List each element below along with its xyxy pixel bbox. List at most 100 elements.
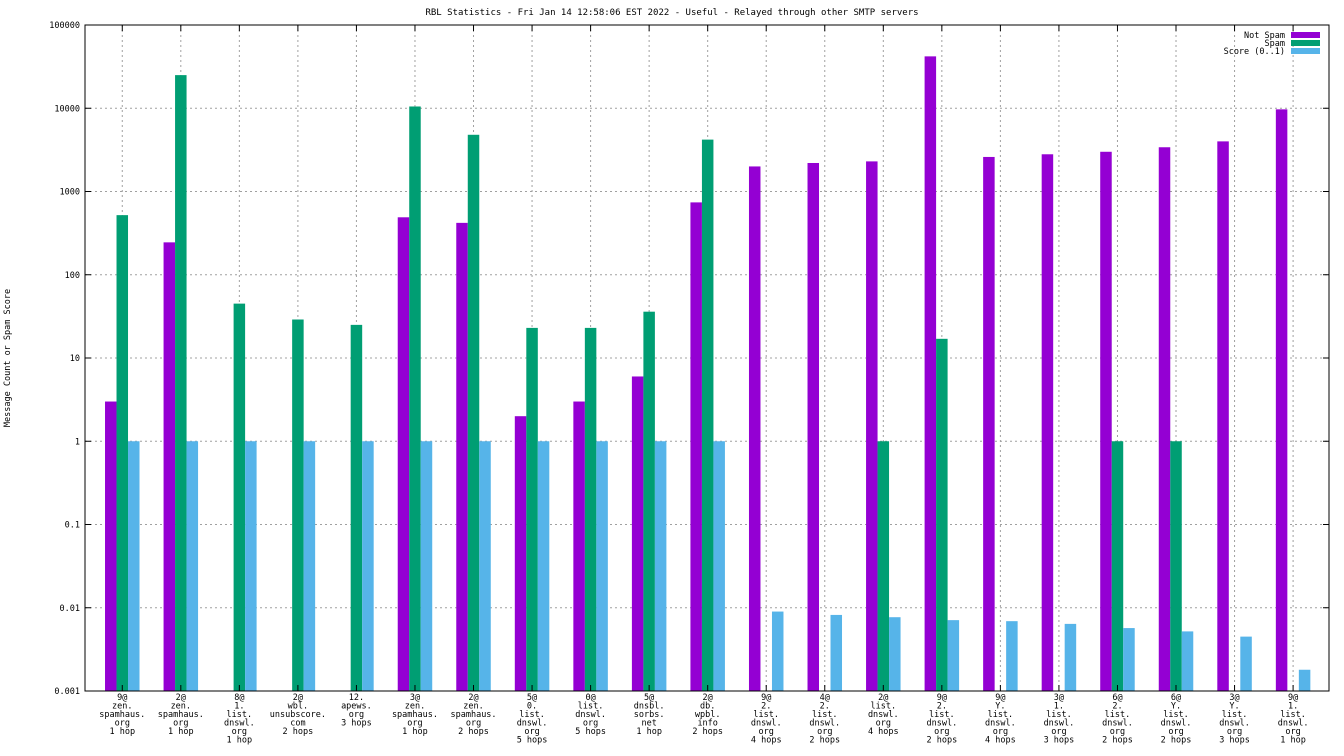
bar-spam xyxy=(584,327,597,691)
x-category-line: list. xyxy=(812,710,838,720)
x-category-line: db. xyxy=(700,702,715,712)
x-category-line: 9@ xyxy=(1288,693,1298,703)
x-category-line: zen. xyxy=(112,702,132,712)
bar-score-0-1 xyxy=(537,441,550,691)
bar-score-0-1 xyxy=(245,441,257,691)
x-category-line: Y. xyxy=(995,702,1005,712)
bar-score-0-1 xyxy=(1298,669,1311,691)
x-category-label: 3@ zen. spamhaus. org 1 hop xyxy=(392,693,438,737)
x-category-line: 1 hop xyxy=(168,727,194,737)
x-category-line: dnswl. xyxy=(985,719,1016,729)
bar-spam xyxy=(175,75,187,692)
bar-score-0-1 xyxy=(1181,631,1194,691)
x-category-line: 3@ xyxy=(410,693,420,703)
x-category-line: 1 hop xyxy=(402,727,428,737)
legend-label: Score (0..1) xyxy=(1224,47,1285,57)
bar-not-spam xyxy=(1041,154,1054,691)
x-category-line: 4 hops xyxy=(868,727,899,737)
legend-swatch xyxy=(1291,32,1320,38)
x-category-line: 9@ xyxy=(937,693,947,703)
bar-spam xyxy=(936,338,948,691)
x-category-line: 2@ xyxy=(176,693,186,703)
x-category-line: 3@ xyxy=(1229,693,1239,703)
bar-not-spam xyxy=(514,416,527,691)
x-category-line: dnswl. xyxy=(751,719,782,729)
bar-score-0-1 xyxy=(771,611,784,691)
x-category-line: org xyxy=(115,719,130,729)
bar-spam xyxy=(1111,441,1124,691)
x-category-line: list. xyxy=(988,710,1014,720)
bar-not-spam xyxy=(163,242,176,691)
x-category-line: 2 hops xyxy=(283,727,314,737)
x-category-line: 2. xyxy=(1112,702,1122,712)
bar-not-spam xyxy=(1275,109,1288,691)
bar-spam xyxy=(526,327,538,691)
bar-not-spam xyxy=(1217,141,1229,691)
x-category-line: 1. xyxy=(234,702,244,712)
bar-score-0-1 xyxy=(1064,623,1077,691)
x-category-line: 6@ xyxy=(1112,693,1122,703)
x-category-line: 6@ xyxy=(1171,693,1181,703)
x-category-line: 1. xyxy=(1288,702,1298,712)
x-category-label: 6@ Y. list. dnswl. org 2 hops xyxy=(1161,693,1192,746)
bar-spam xyxy=(292,319,304,691)
x-category-line: dnswl. xyxy=(1278,719,1309,729)
x-category-line: 5 hops xyxy=(575,727,606,737)
x-category-line: org xyxy=(1227,727,1242,737)
x-category-line: net xyxy=(641,719,656,729)
bar-score-0-1 xyxy=(713,441,725,691)
x-category-line: zen. xyxy=(405,702,425,712)
x-category-line: org xyxy=(173,719,188,729)
x-category-line: 1. xyxy=(1054,702,1064,712)
x-category-line: 3 hops xyxy=(341,719,372,729)
x-category-line: info xyxy=(697,719,717,729)
y-axis-label: Message Count or Spam Score xyxy=(3,289,13,427)
x-category-label: 3@ Y. list. dnswl. org 3 hops xyxy=(1219,693,1250,746)
x-category-line: spamhaus. xyxy=(450,710,496,720)
y-tick-label: 1 xyxy=(75,437,80,447)
x-category-line: 4 hops xyxy=(751,736,782,746)
x-category-line: zen. xyxy=(463,702,483,712)
x-category-label: 2@ wbl. unsubscore. com 2 hops xyxy=(270,693,326,737)
x-category-line: dnswl. xyxy=(1161,719,1192,729)
x-category-line: org xyxy=(934,727,949,737)
legend-label: Spam xyxy=(1265,39,1285,49)
x-category-line: 2. xyxy=(761,702,771,712)
x-category-label: 2@ list. dnswl. org 4 hops xyxy=(868,693,899,737)
x-category-line: 1 hop xyxy=(1280,736,1306,746)
x-category-line: org xyxy=(1285,727,1300,737)
bar-spam xyxy=(350,324,363,691)
x-category-label: 9@ Y. list. dnswl. org 4 hops xyxy=(985,693,1016,746)
x-category-line: org xyxy=(583,719,598,729)
x-category-line: org xyxy=(876,719,891,729)
x-category-line: 0@ xyxy=(585,693,595,703)
x-category-line: 9@ xyxy=(995,693,1005,703)
x-category-line: 1 hop xyxy=(109,727,135,737)
bar-score-0-1 xyxy=(889,617,901,691)
x-category-line: 2 hops xyxy=(1102,736,1133,746)
x-category-label: 2@ zen. spamhaus. org 1 hop xyxy=(158,693,204,737)
x-category-line: org xyxy=(1110,727,1125,737)
chart-title: RBL Statistics - Fri Jan 14 12:58:06 EST… xyxy=(425,8,918,18)
bar-spam xyxy=(701,139,714,691)
bar-score-0-1 xyxy=(830,614,843,691)
bar-score-0-1 xyxy=(654,441,667,691)
x-category-label: 8@ 1. list. dnswl. org 1 hop xyxy=(224,693,255,746)
legend-swatch xyxy=(1291,40,1320,46)
bars xyxy=(105,56,1311,692)
bar-not-spam xyxy=(807,162,820,692)
x-category-line: org xyxy=(466,719,481,729)
x-category-line: 5 hops xyxy=(517,736,548,746)
x-category-line: Y. xyxy=(1171,702,1181,712)
x-category-line: com xyxy=(290,719,305,729)
bar-score-0-1 xyxy=(362,441,374,691)
x-category-line: dnswl. xyxy=(926,719,957,729)
bar-score-0-1 xyxy=(186,441,199,691)
x-category-line: 2 hops xyxy=(692,727,723,737)
x-category-label: 3@ 1. list. dnswl. org 3 hops xyxy=(1044,693,1075,746)
x-category-line: 2@ xyxy=(703,693,713,703)
x-category-line: list. xyxy=(1280,710,1306,720)
x-category-line: 1 hop xyxy=(636,727,662,737)
